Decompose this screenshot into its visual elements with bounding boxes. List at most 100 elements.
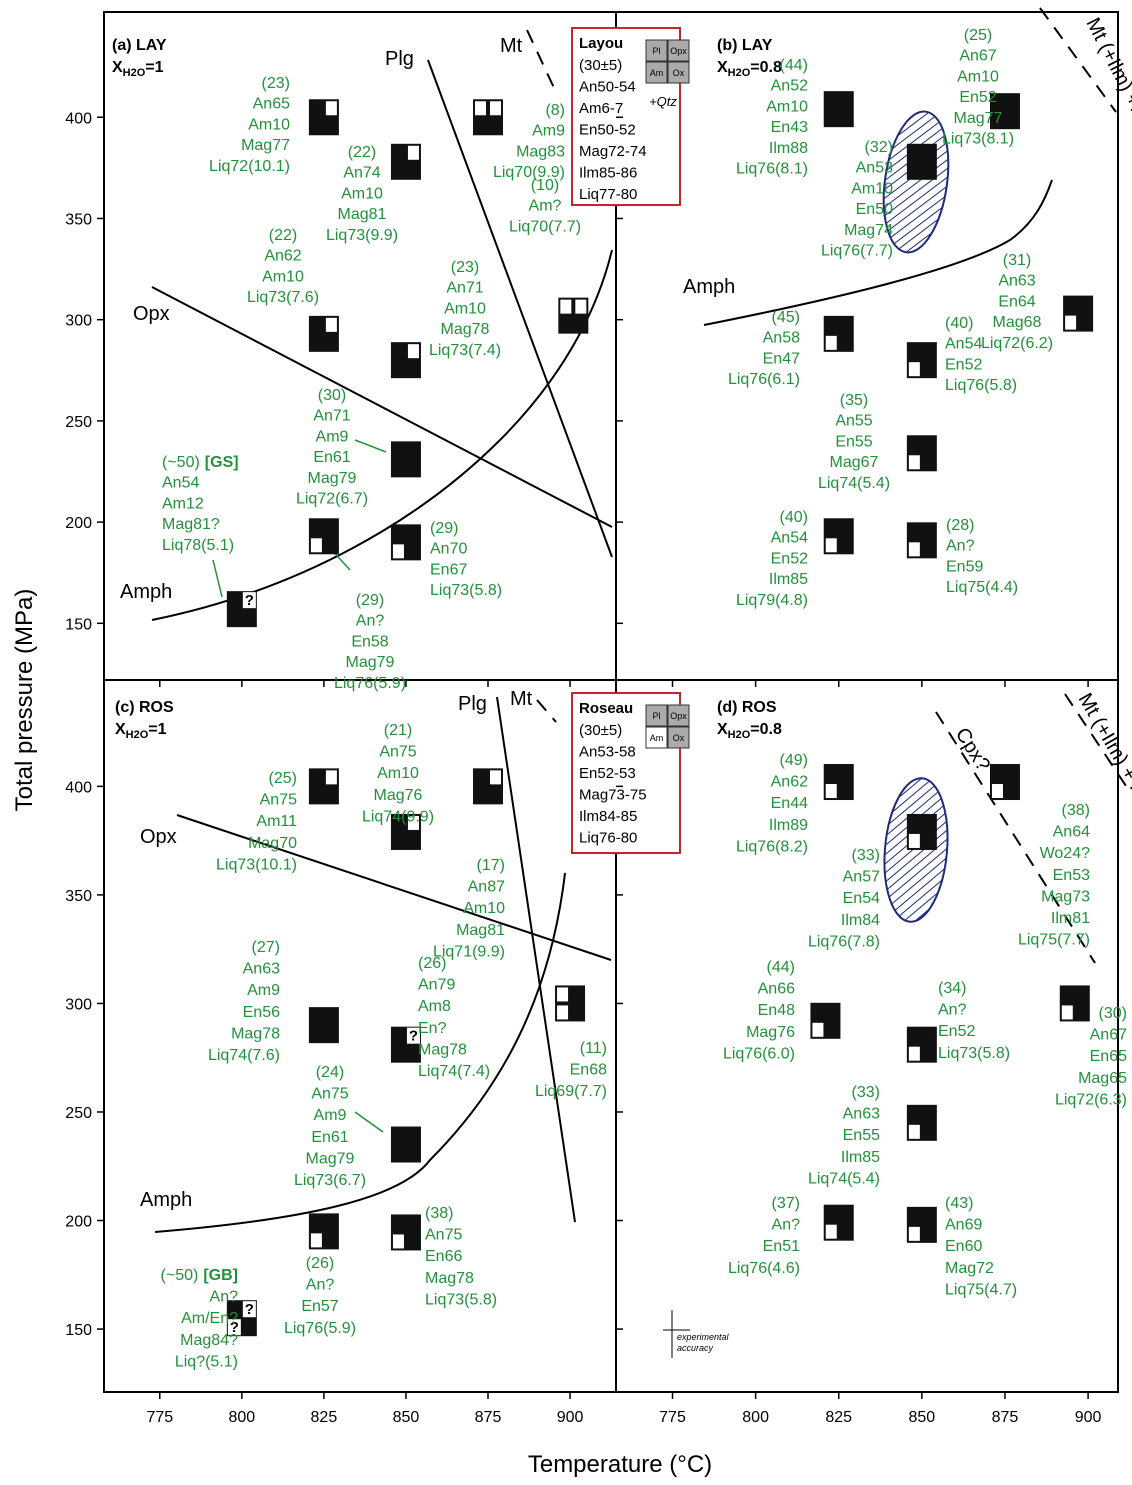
point-label-line: En68	[570, 1062, 607, 1079]
point-label-line: (11)	[580, 1040, 607, 1057]
point-label: Liq73(8.1)	[942, 131, 1014, 148]
point-label: An63	[998, 273, 1035, 290]
point-label-line: Liq?(5.1)	[175, 1353, 238, 1370]
point-label: An75	[311, 1086, 348, 1103]
unknown-mark: ?	[230, 1319, 239, 1336]
point-label: (29)	[430, 520, 458, 537]
inset-title: Layou	[579, 35, 623, 52]
point-label: (49)	[780, 752, 808, 769]
point-label-line: An75	[260, 792, 297, 809]
point-label: (17)	[477, 857, 505, 874]
point-label: Liq75(4.7)	[945, 1281, 1017, 1298]
point-label-line: (26)	[418, 955, 446, 972]
absent-phase	[325, 317, 337, 332]
legend-cell	[667, 61, 690, 84]
point-label: En66	[425, 1248, 462, 1265]
absent-phase	[908, 1046, 920, 1061]
point-label-line: (33)	[852, 847, 880, 864]
point-label-line: (29)	[356, 592, 384, 609]
point-label-line: An54	[771, 530, 808, 547]
point-label-line: Ilm85	[769, 571, 808, 588]
experiment-marker	[390, 441, 421, 478]
point-label: Liq73(9.9)	[326, 227, 398, 244]
point-label-line: (10)	[531, 177, 559, 194]
point-label-line: An58	[763, 330, 800, 347]
point-label: En67	[430, 561, 467, 578]
condition-sub: H2O	[728, 67, 751, 79]
point-label-line: Liq74(5.4)	[818, 475, 890, 492]
point-label: En68	[570, 1062, 607, 1079]
legend-cell-label: Ox	[673, 733, 685, 743]
legend-cell-label: Ox	[673, 68, 685, 78]
point-label: (22)	[269, 227, 297, 244]
point-label-line: En43	[771, 119, 808, 136]
condition-value: =1	[145, 59, 163, 76]
absent-phase	[825, 1224, 837, 1239]
phase-boundary	[536, 699, 557, 723]
point-label: An?	[772, 1217, 801, 1234]
unknown-phase	[227, 1319, 241, 1336]
point-label-line: Liq73(9.9)	[326, 227, 398, 244]
inset-line: (30±5)	[579, 722, 622, 739]
point-label: An69	[945, 1217, 982, 1234]
point-label: (26)	[306, 1255, 334, 1272]
point-label-line: Liq74(7.4)	[418, 1063, 490, 1080]
point-label: (40)	[945, 315, 973, 332]
legend-cell-label: Opx	[670, 46, 687, 56]
unknown-phase	[406, 1027, 420, 1044]
accuracy-note: accuracy	[677, 1343, 714, 1353]
point-label: En61	[311, 1129, 348, 1146]
y-tick-label: 250	[65, 1105, 92, 1122]
panel-condition: XH2O=0.8	[717, 59, 782, 79]
condition-symbol: X	[115, 721, 126, 738]
point-label-line: Ilm89	[769, 817, 808, 834]
absent-phase	[812, 1022, 824, 1037]
plot-frame	[103, 11, 1119, 1393]
point-label: Am10	[262, 268, 304, 285]
experiment-marker	[823, 91, 854, 128]
boundary-label: Amph	[140, 1189, 192, 1211]
condition-sub: H2O	[123, 67, 146, 79]
point-label: En52	[945, 356, 982, 373]
absent-phase	[825, 538, 837, 553]
absent-phase	[407, 344, 419, 359]
phase-boundary	[1039, 7, 1117, 113]
point-label-line: Am10	[851, 180, 893, 197]
point-label: (23)	[451, 259, 479, 276]
x-tick-label: 875	[992, 1409, 1019, 1426]
point-label: Am10	[463, 900, 505, 917]
point-label-line: Am11	[256, 813, 297, 830]
point-label-line: An75	[379, 744, 416, 761]
point-label-line: Mag83	[516, 143, 565, 160]
point-label-line: En61	[313, 449, 350, 466]
point-label-line: Liq73(7.6)	[247, 289, 319, 306]
x-tick-label: 900	[1075, 1409, 1102, 1426]
point-label: (32)	[865, 139, 893, 156]
point-label-line: An?	[356, 613, 385, 630]
point-label: En59	[946, 558, 983, 575]
absent-phase	[1065, 315, 1077, 330]
point-label-line: An?	[306, 1277, 335, 1294]
point-label: An54	[162, 475, 199, 492]
point-label-line: (21)	[384, 722, 412, 739]
point-label-line: Liq73(5.8)	[425, 1291, 497, 1308]
y-tick-label: 250	[65, 414, 92, 431]
point-label-line: Am10	[248, 116, 290, 133]
y-tick-label: 400	[65, 779, 92, 796]
point-label-line: An64	[1053, 824, 1090, 841]
point-label-line: En44	[771, 795, 808, 812]
point-label-line: En48	[758, 1002, 795, 1019]
point-label: Mag67	[830, 454, 879, 471]
point-label: An?	[946, 538, 975, 555]
point-label-line: Mag68	[993, 314, 1042, 331]
inset-title: Roseau	[579, 700, 633, 717]
x-tick-label: 800	[742, 1409, 769, 1426]
condition-value: =0.8	[750, 59, 782, 76]
x-axis-label: Temperature (°C)	[528, 1451, 712, 1478]
legend-cell-label: Pl	[652, 711, 660, 721]
absent-phase	[475, 101, 486, 116]
point-label-line: An53	[856, 160, 893, 177]
point-label: Am?	[529, 198, 562, 215]
point-label: Liq73(7.6)	[247, 289, 319, 306]
experiment-marker	[906, 143, 937, 180]
